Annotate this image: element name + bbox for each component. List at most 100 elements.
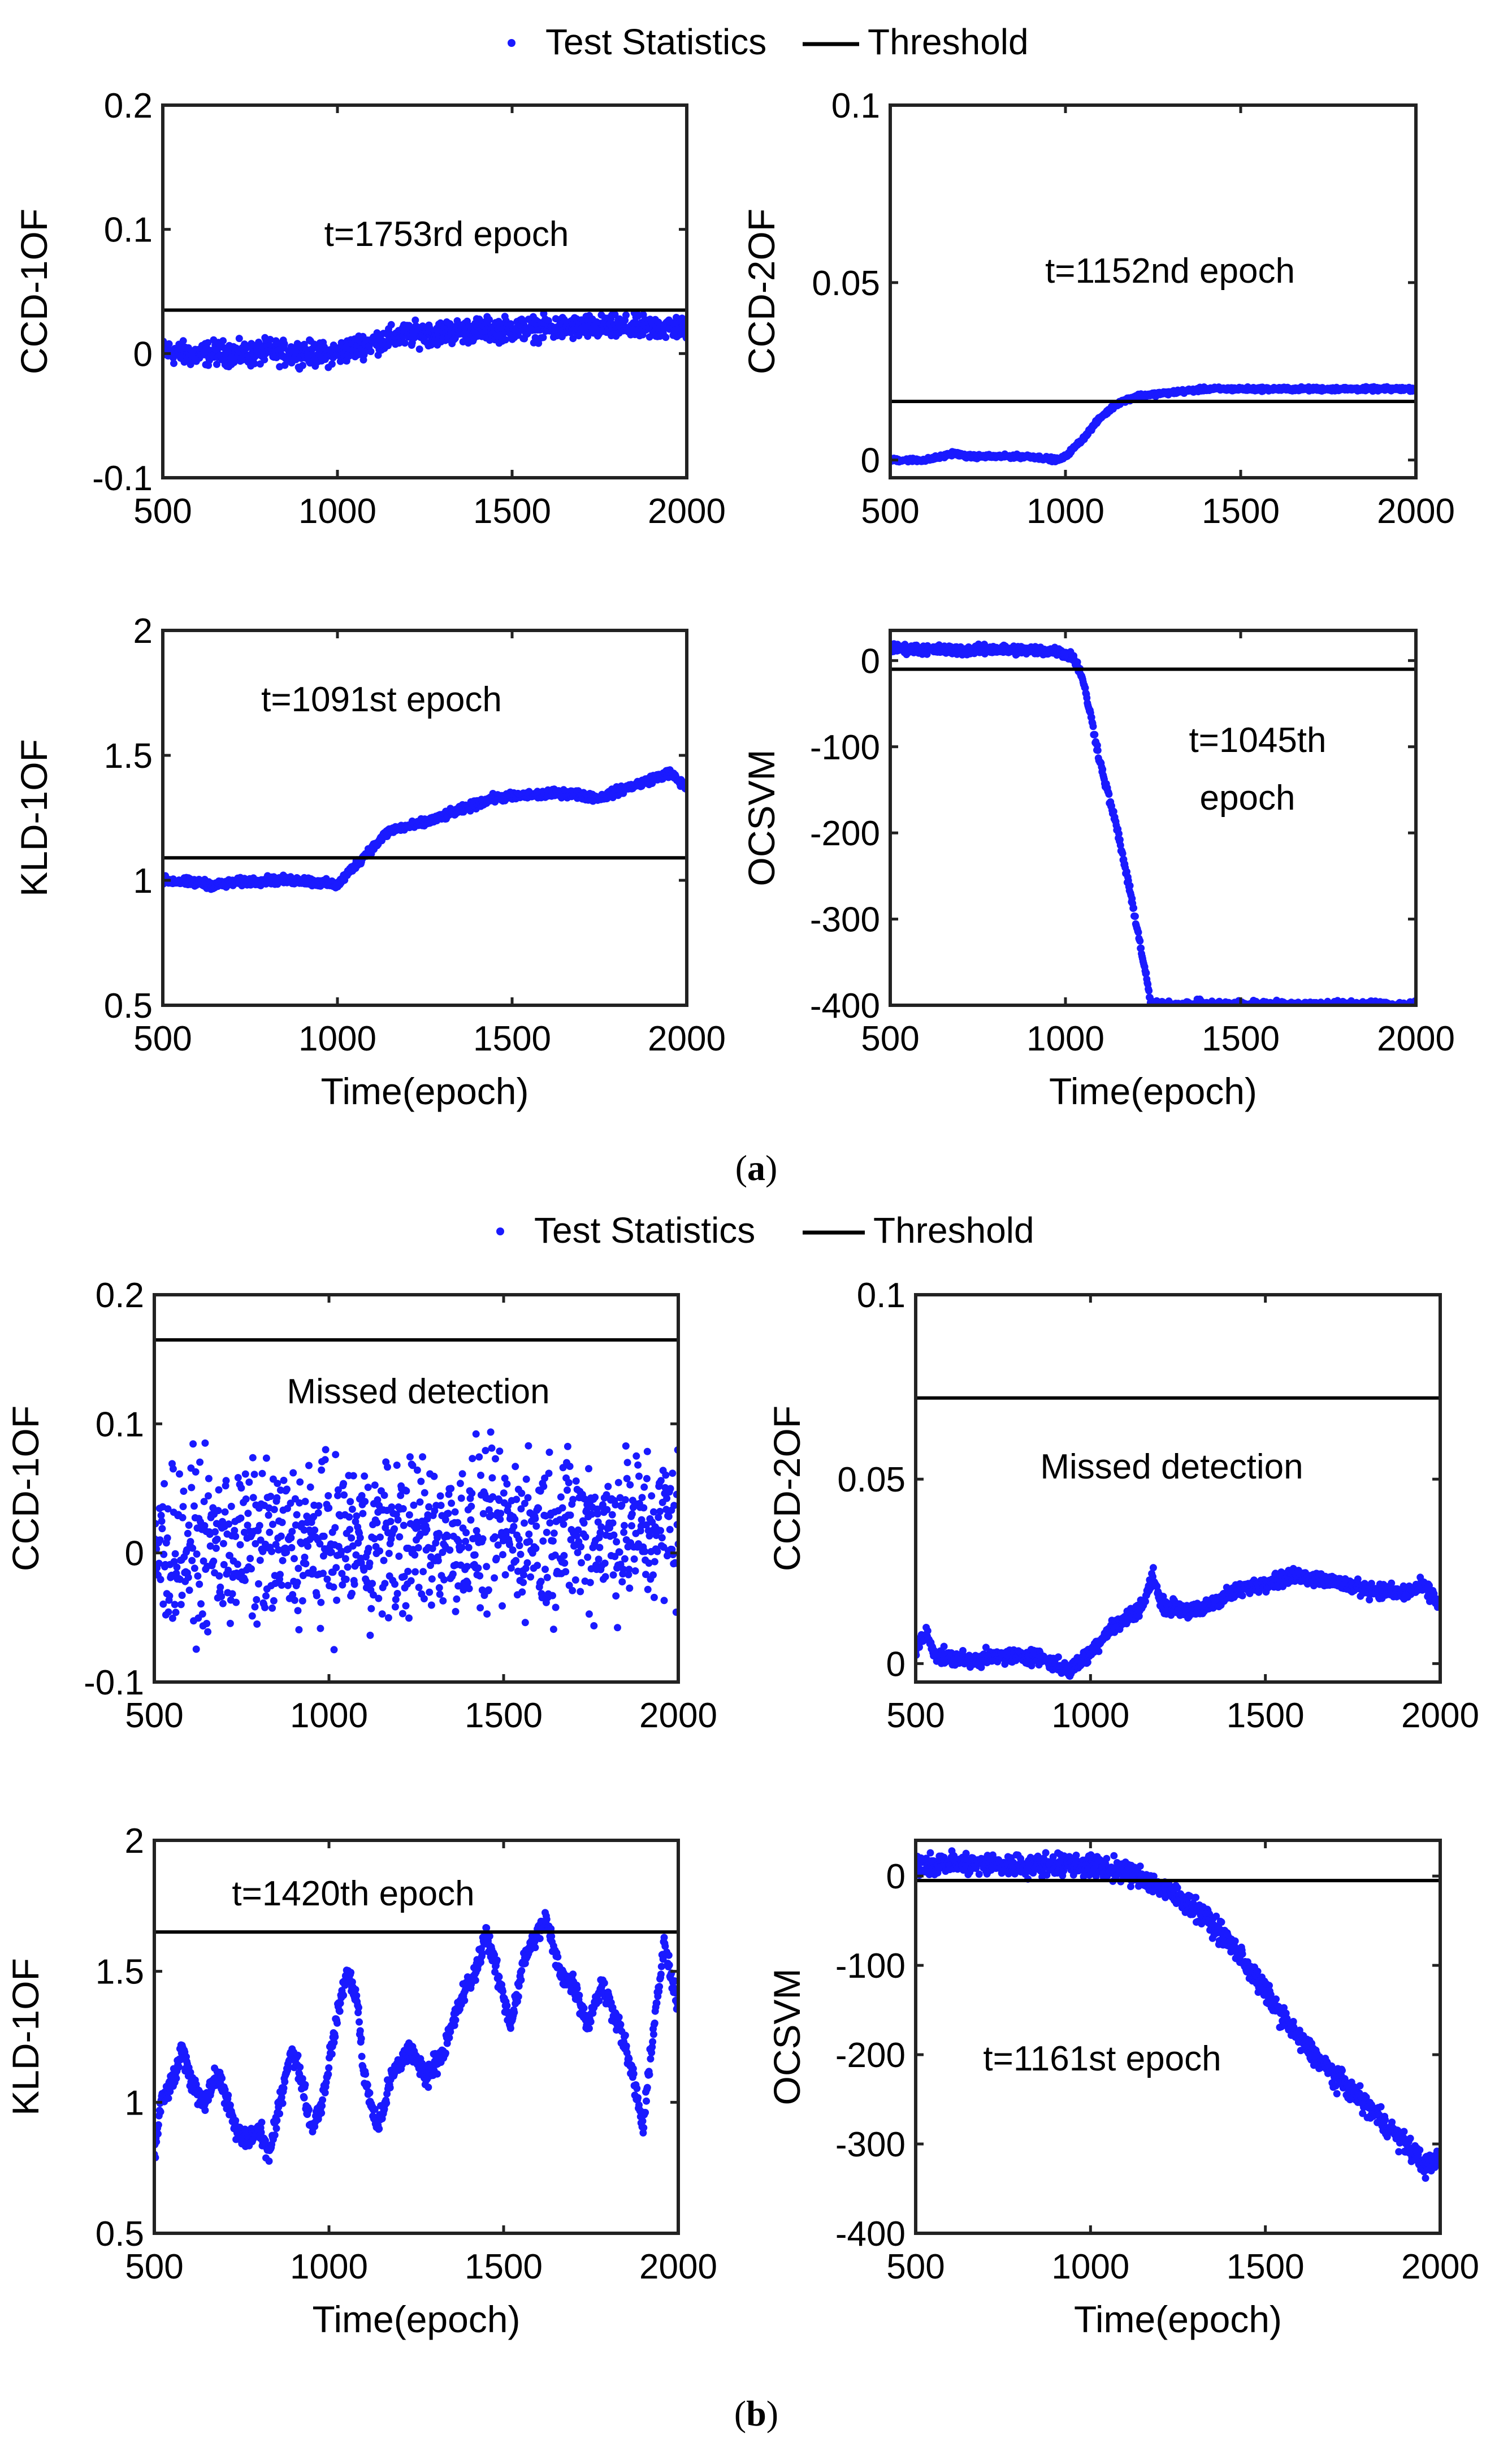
data-point	[156, 1536, 164, 1544]
data-point	[196, 1580, 203, 1588]
data-point	[163, 1534, 171, 1542]
data-point	[501, 336, 509, 344]
series-points	[890, 640, 1416, 1005]
legend-a-threshold-label: Threshold	[868, 21, 1029, 62]
data-point	[415, 1584, 423, 1592]
data-point	[1091, 730, 1099, 738]
y-tick-label: 0.1	[831, 87, 880, 126]
data-point	[501, 1571, 509, 1579]
data-point	[232, 1532, 240, 1540]
data-point	[270, 1506, 278, 1514]
data-point	[311, 1526, 319, 1534]
data-point	[173, 1563, 181, 1571]
data-point	[496, 1515, 504, 1523]
data-point	[300, 1526, 308, 1534]
data-point	[463, 1579, 471, 1586]
data-point	[545, 1469, 553, 1477]
data-point	[572, 1477, 580, 1485]
legend-a-points-marker	[508, 39, 515, 47]
data-point	[334, 1491, 341, 1499]
data-point	[520, 1571, 527, 1579]
x-tick-label: 2000	[1377, 1019, 1455, 1058]
data-point	[522, 1475, 530, 1483]
data-point	[476, 1572, 484, 1580]
data-point	[462, 1529, 470, 1537]
data-point	[350, 1580, 358, 1588]
data-point	[595, 1555, 603, 1563]
data-point	[289, 1591, 297, 1598]
data-point	[501, 1475, 509, 1482]
data-point	[1126, 882, 1134, 889]
data-point	[222, 1477, 230, 1485]
data-point	[496, 1447, 504, 1455]
legend-b-points-label: Test Statistics	[534, 1210, 755, 1251]
x-tick-label: 1500	[1202, 1019, 1280, 1058]
data-point	[157, 1576, 164, 1584]
data-point	[1110, 807, 1117, 815]
data-point	[509, 1546, 517, 1554]
x-tick-label: 2000	[648, 1019, 726, 1058]
data-point	[584, 1553, 592, 1561]
data-point	[400, 1521, 408, 1529]
data-point	[467, 1516, 475, 1524]
data-point	[596, 1544, 604, 1551]
data-point	[283, 1485, 291, 1493]
data-point	[518, 1588, 526, 1596]
data-point	[266, 1528, 274, 1536]
data-point	[384, 1614, 392, 1622]
data-point	[180, 1488, 188, 1495]
data-point	[507, 1564, 515, 1572]
data-point	[543, 1573, 551, 1581]
data-point	[494, 1541, 502, 1549]
data-point	[549, 1592, 556, 1599]
data-point	[314, 1509, 322, 1517]
y-tick-label: 0	[133, 335, 153, 374]
data-point	[444, 1532, 452, 1540]
data-point	[337, 1547, 345, 1555]
data-point	[178, 1592, 186, 1599]
data-point	[198, 1610, 206, 1618]
y-tick-label: 2	[133, 612, 153, 651]
chart-panel-a-ocsvm: 500 1000 1500 2000-400-300-200-1000OCSVMTim…	[740, 629, 1455, 1112]
data-point	[483, 1610, 491, 1618]
data-point	[519, 1579, 527, 1586]
data-point	[259, 1547, 267, 1555]
data-point	[193, 1550, 201, 1558]
data-point	[467, 1502, 475, 1510]
data-point	[296, 1499, 304, 1507]
data-point	[387, 321, 395, 328]
x-tick-label: 1000	[298, 1019, 376, 1058]
legend-a: Test Statistics Threshold	[508, 21, 1029, 62]
data-point	[473, 1527, 480, 1534]
data-point	[439, 1597, 447, 1605]
y-tick-label: 1	[133, 862, 153, 901]
data-point	[275, 1546, 283, 1554]
data-point	[176, 1470, 183, 1478]
data-point	[340, 1480, 348, 1488]
data-point	[316, 1540, 324, 1548]
data-point	[411, 1551, 419, 1559]
data-point	[611, 311, 619, 318]
data-point	[367, 1605, 375, 1612]
data-point	[503, 1480, 511, 1488]
data-point	[366, 1559, 374, 1567]
data-point	[580, 1519, 588, 1527]
data-point	[293, 1511, 301, 1519]
y-tick-label: 0.2	[104, 87, 153, 126]
data-point	[447, 1485, 455, 1493]
data-point	[291, 1596, 298, 1604]
data-point	[288, 1544, 296, 1551]
y-tick-label: 0	[861, 642, 880, 681]
data-point	[492, 1455, 499, 1463]
data-point	[298, 1597, 306, 1605]
data-point	[226, 1619, 234, 1627]
data-point	[205, 1475, 213, 1482]
y-tick-label: 0.1	[104, 211, 153, 250]
data-point	[358, 1491, 366, 1499]
data-point	[560, 1520, 567, 1528]
data-point	[571, 1576, 579, 1584]
data-point	[479, 1510, 487, 1518]
data-point	[348, 1505, 356, 1513]
data-point	[369, 1580, 376, 1588]
